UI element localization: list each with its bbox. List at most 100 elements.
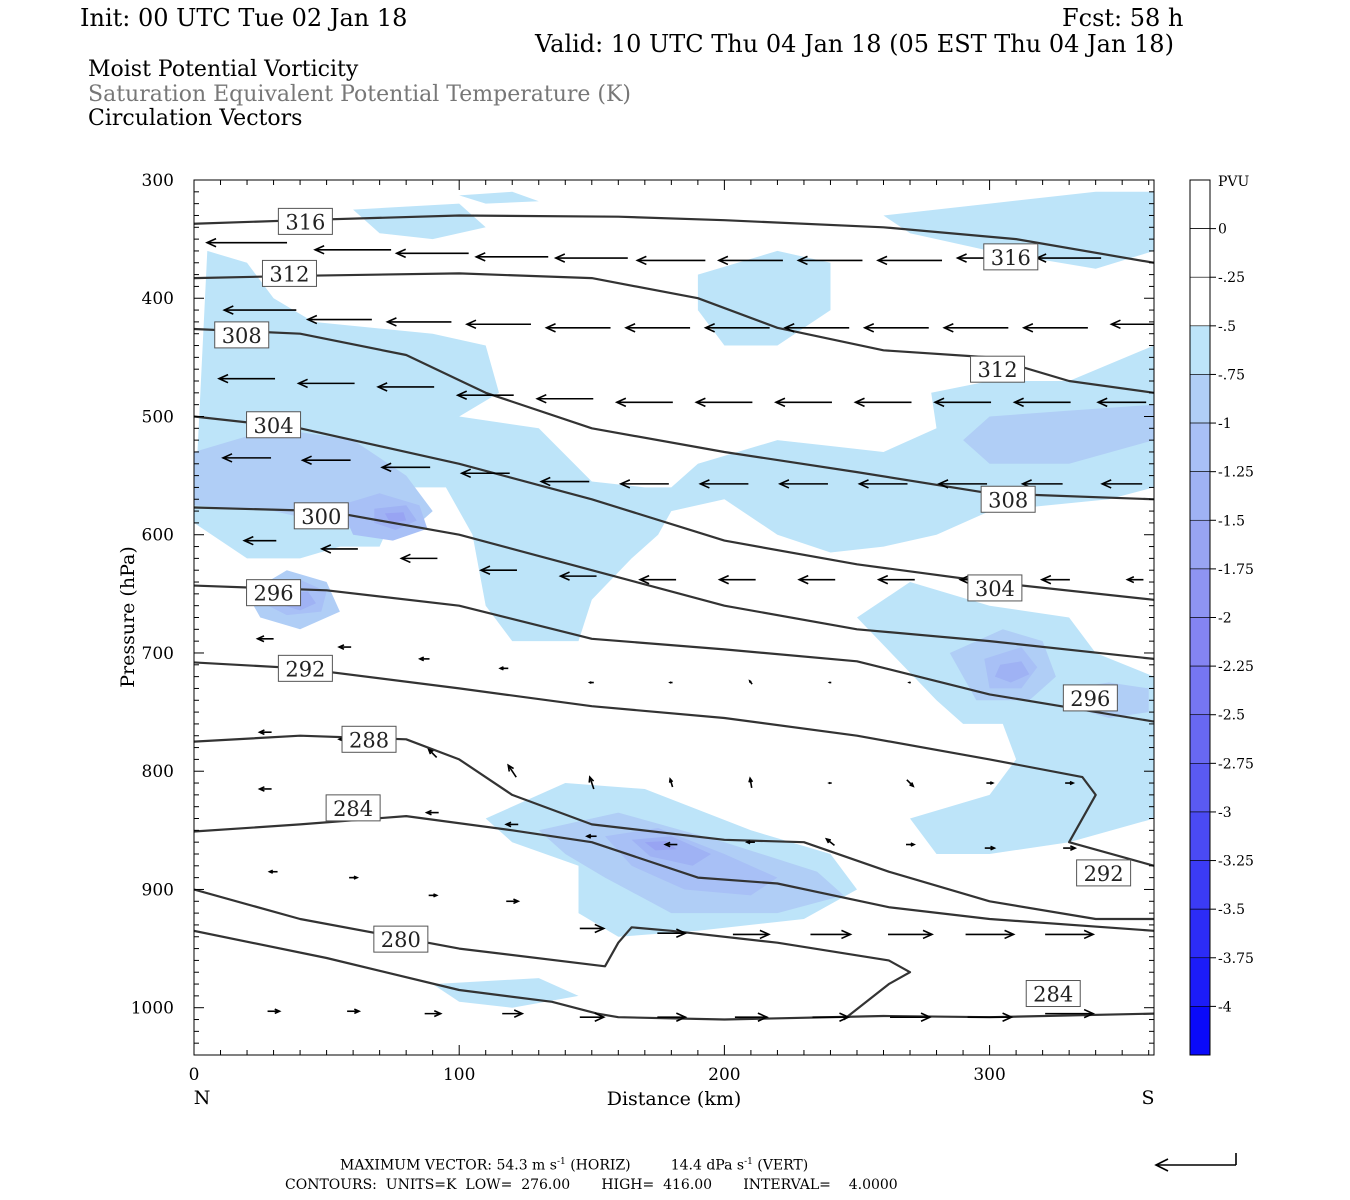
vector-head [624, 323, 636, 333]
vector-head [1083, 1008, 1096, 1019]
vector-head [955, 253, 967, 263]
vector-head [958, 574, 970, 585]
vector-head [1039, 574, 1052, 585]
colorbar-label-2: -.5 [1218, 319, 1236, 335]
pv-region-4 [697, 250, 831, 346]
vector-head [535, 393, 547, 404]
vector-head [824, 837, 832, 844]
colorbar-label-10: -2.5 [1218, 708, 1245, 724]
vector-arrow-85 [744, 839, 755, 845]
vector-arrow-99 [965, 929, 1016, 940]
contour-label-text: 296 [254, 582, 294, 606]
colorbar-cell-top [1189, 179, 1211, 230]
vector-arrow-32 [933, 397, 992, 408]
pv-region-1 [857, 582, 1154, 854]
vector-arrow-19 [862, 323, 929, 333]
vector-head [618, 479, 631, 489]
contour-label-text: 280 [381, 928, 421, 952]
colorbar-cell-2 [1189, 325, 1211, 375]
contour-label-box [980, 485, 1036, 513]
vector-arrow-78 [1065, 780, 1076, 786]
vector-head [942, 323, 954, 333]
vector-arrow-109 [890, 1012, 932, 1022]
vector-head [744, 839, 751, 845]
contour-label-292-11: 292 [277, 654, 333, 682]
vector-head [663, 841, 671, 848]
contour-label-text: 296 [1070, 687, 1110, 711]
contour-label-box [1076, 859, 1132, 887]
contour-label-280-16: 280 [373, 925, 429, 953]
vector-arrow-47 [242, 535, 277, 546]
contour-label-box [373, 925, 429, 953]
pv-region-5 [353, 203, 486, 240]
contour-label-text: 292 [1084, 862, 1124, 886]
vector-arrow-101 [267, 1008, 282, 1015]
contour-label-text: 288 [349, 728, 389, 752]
vector-head [909, 782, 915, 788]
vector-arrow-50 [479, 565, 517, 575]
colorbar-cell-9 [1189, 665, 1211, 716]
colorbar-cell-1 [1189, 276, 1211, 327]
vector-arrow-64 [668, 681, 673, 684]
vector-arrow-60 [337, 644, 352, 650]
vector-arrow-35 [221, 453, 272, 463]
contour-label-box [277, 654, 333, 682]
vector-head [217, 373, 229, 384]
vector-head [876, 574, 889, 585]
axes: 300 400 500 600 700 800 900 1000 0 100 200 300 [131, 171, 1154, 1085]
vector-arrow-18 [783, 323, 850, 333]
vector-arrow-26 [455, 390, 514, 400]
colorbar-label-1: -.25 [1218, 270, 1245, 286]
contour-label-box [983, 243, 1039, 271]
vector-arrow-3 [474, 252, 549, 262]
vector-head [305, 314, 318, 325]
vector-head [796, 255, 808, 266]
contour-label-box [246, 579, 302, 607]
x-tick-label-0: 0 [189, 1065, 200, 1085]
circulation-vectors [205, 237, 1154, 1022]
vector-arrow-11 [222, 305, 297, 315]
vector-head [676, 928, 688, 938]
contour-label-box [967, 574, 1023, 602]
vector-arrow-74 [748, 776, 754, 788]
vector-head [319, 544, 332, 554]
pv-region-3 [883, 191, 1154, 269]
vector-head [385, 317, 397, 327]
vector-head [1004, 929, 1016, 940]
vector-head [513, 898, 521, 905]
vector-head [853, 397, 865, 408]
pv-region-0 [194, 250, 1154, 642]
y-tick-label-900: 900 [142, 880, 174, 900]
vector-arrow-86 [824, 837, 835, 846]
vector-arrow-57 [1039, 574, 1070, 585]
x-end-right-label: S [1141, 1087, 1154, 1109]
vector-arrow-92 [428, 893, 439, 898]
x-axis-label: Distance (km) [607, 1088, 742, 1110]
colorbar-cell-16 [1189, 1006, 1211, 1056]
vector-arrow-51 [558, 571, 597, 581]
colorbar-label-4: -1 [1218, 416, 1232, 432]
vector-arrow-41 [698, 479, 749, 489]
vector-arrow-14 [465, 319, 531, 330]
contour-label-box [970, 355, 1026, 383]
contour-label-text: 312 [977, 358, 1017, 382]
pv-region-22 [384, 512, 407, 523]
vector-arrow-66 [827, 681, 832, 684]
vector-arrow-13 [385, 317, 452, 327]
vector-head [716, 255, 729, 266]
vector-arrow-54 [797, 574, 836, 585]
vector-head [553, 253, 566, 263]
contour-label-304-7: 304 [967, 574, 1023, 602]
vector-arrow-27 [535, 393, 594, 404]
y-tick-label-300: 300 [142, 171, 174, 191]
contour-label-296-9: 296 [246, 579, 302, 607]
vector-head [222, 305, 234, 315]
vector-arrow-52 [638, 574, 677, 585]
colorbar-cell-15 [1189, 957, 1211, 1007]
x-end-left-label: N [194, 1087, 211, 1109]
vector-head [1012, 397, 1024, 408]
y-axis-label: Pressure (hPa) [117, 546, 139, 688]
contour-label-text: 304 [254, 414, 294, 438]
theta-contour-280-16 [194, 929, 1154, 1021]
vector-head [1096, 397, 1108, 408]
